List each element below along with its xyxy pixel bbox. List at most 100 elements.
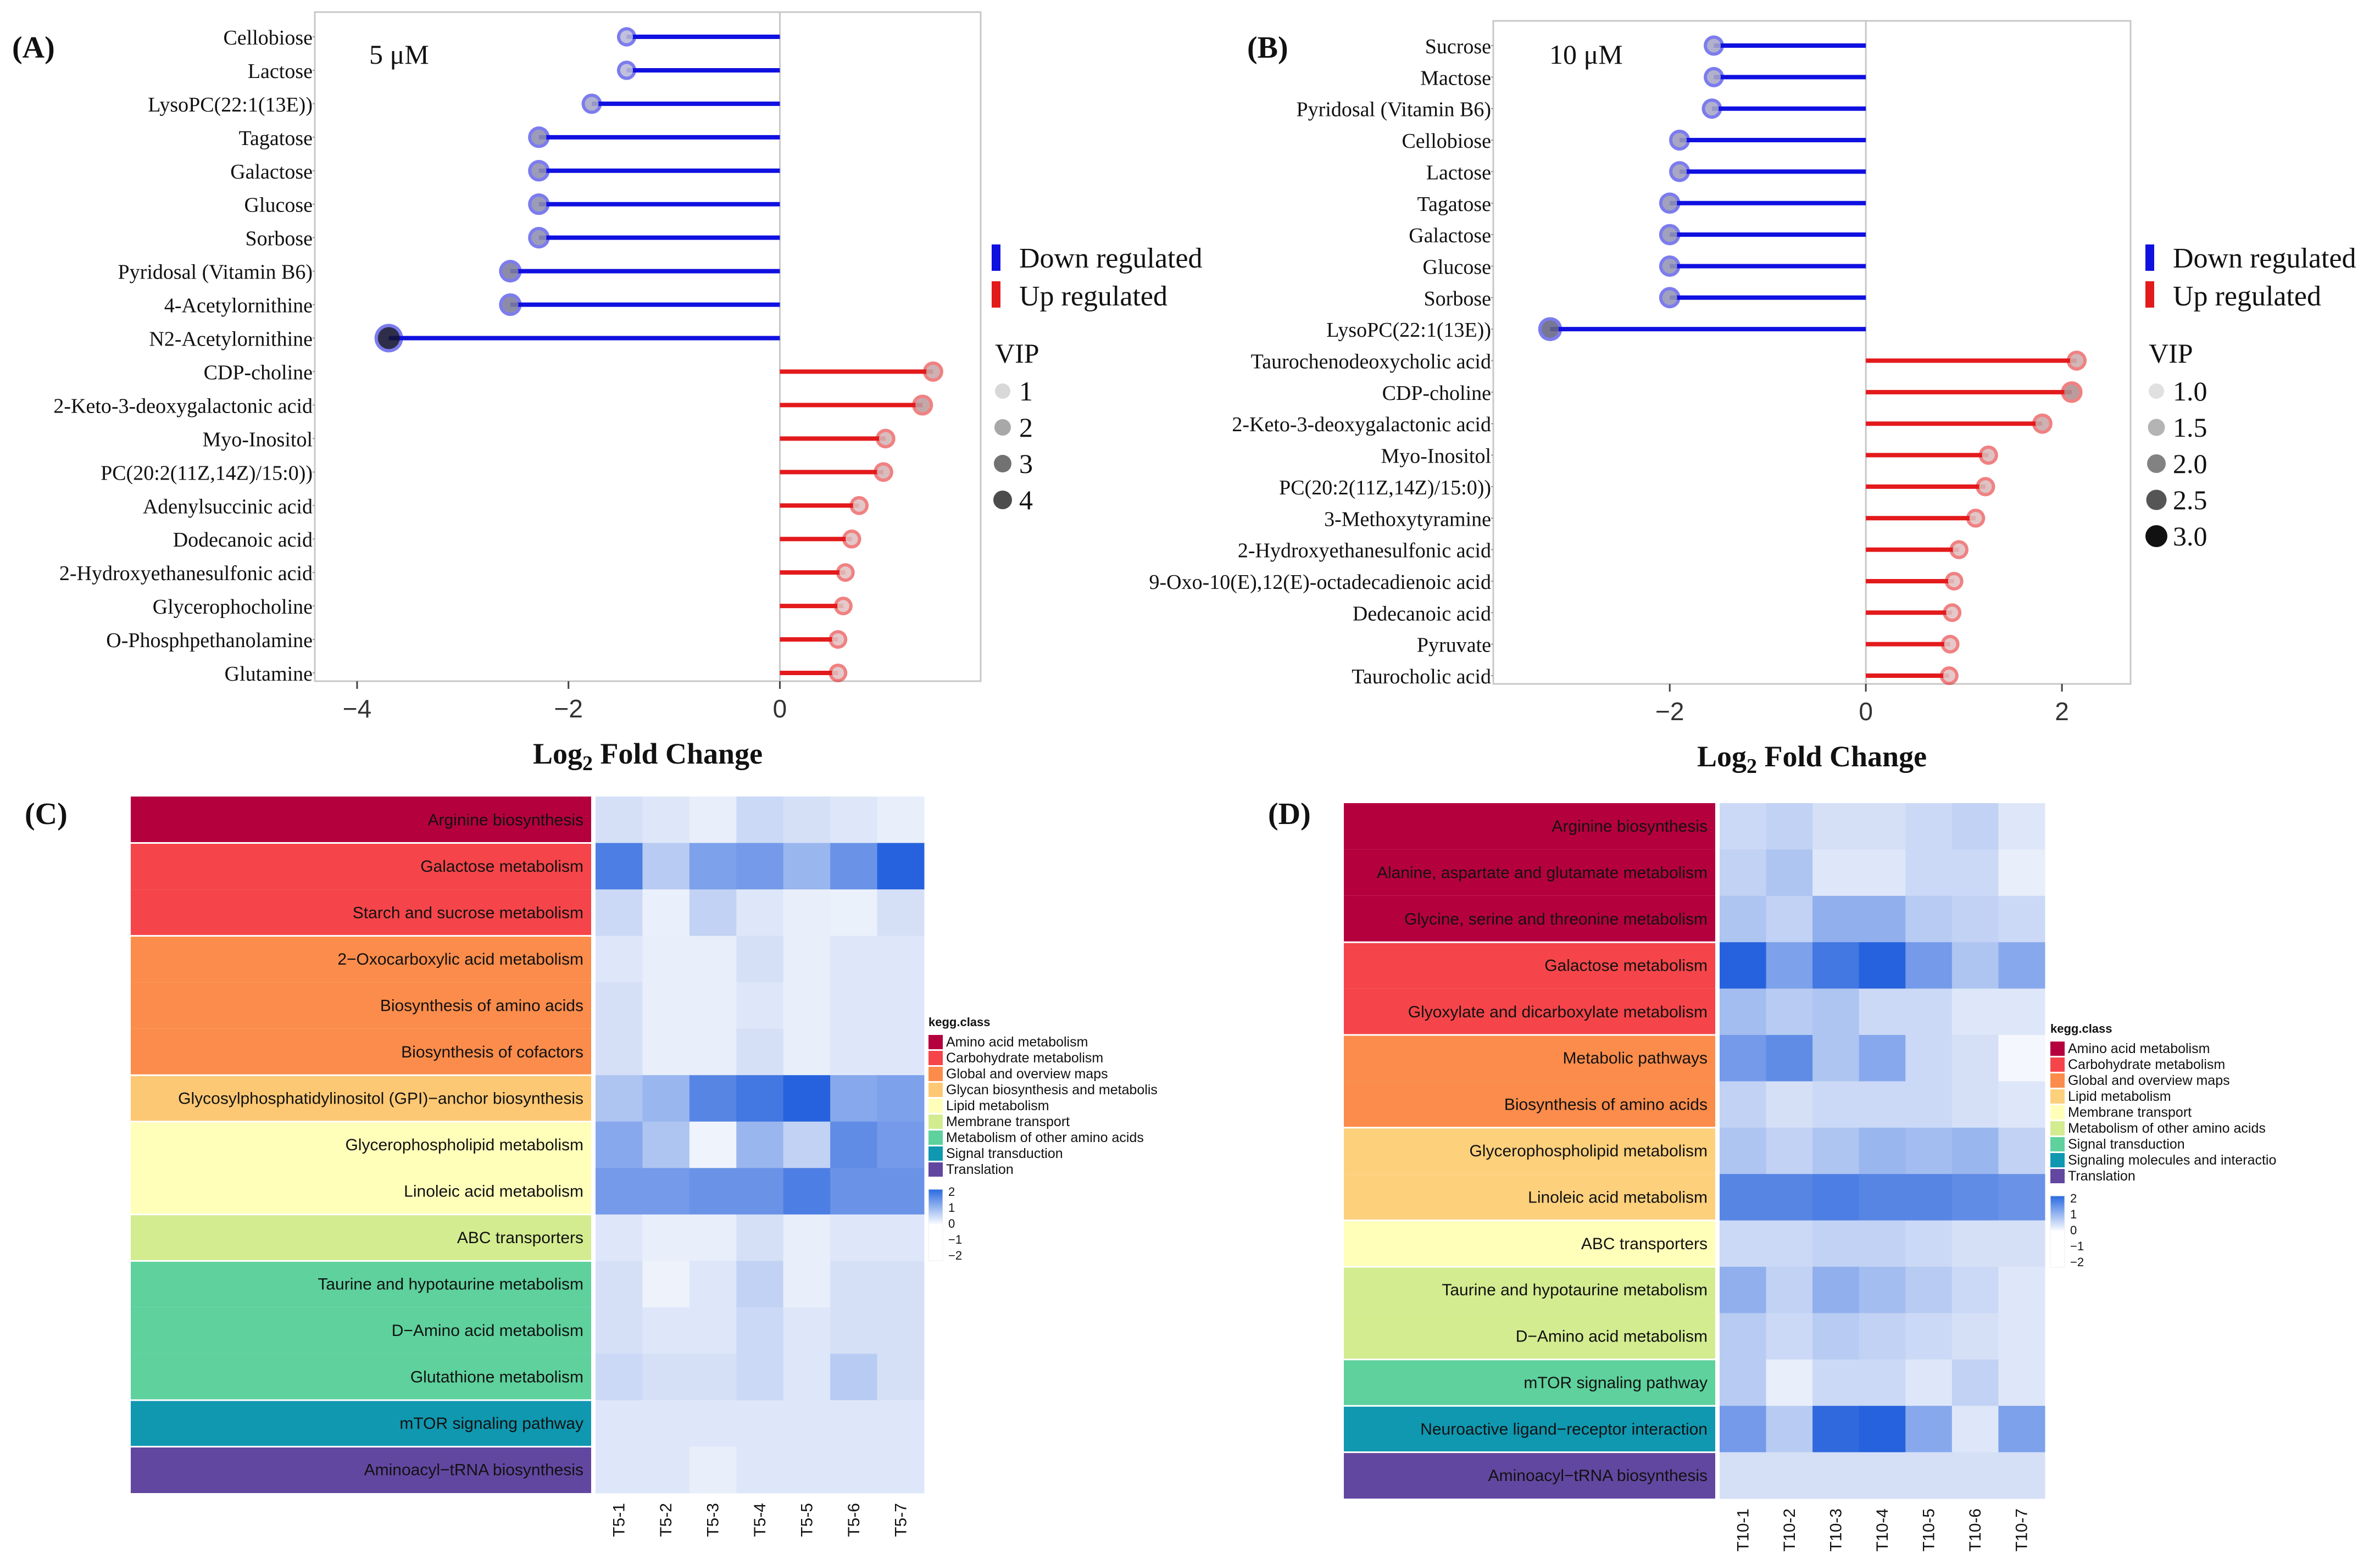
heatmap-cell [1859,1267,1906,1313]
heatmap-cell [830,889,878,937]
heatmap-cell [1766,1452,1813,1499]
heatmap-cell [1998,1220,2045,1267]
heatmap-cell [1720,1220,1767,1267]
lollipop-point [1969,511,1982,525]
metabolite-label: Tagatose [1417,193,1491,216]
heatmap-cell [1812,1035,1860,1082]
class-band [131,1214,591,1261]
heatmap-cell [877,936,925,983]
legend-vip-label: 4 [1019,485,1033,515]
heatmap-cell [1812,1406,1860,1453]
class-legend-swatch [928,1067,943,1081]
heatmap-cell [1766,1267,1813,1313]
legend-vip-dot [2149,383,2164,399]
heatmap-cell [783,982,831,1029]
pathway-label: Glycerophospholipid metabolism [1469,1142,1708,1160]
x-axis-title: Log2 Fold Change [1697,740,1927,778]
heatmap-cell [596,889,643,937]
pathway-label: Linoleic acid metabolism [1528,1188,1708,1206]
heatmap-cell [783,1261,831,1308]
metabolite-label: Cellobiose [1402,130,1491,153]
metabolite-label: Cellobiose [223,26,313,49]
legend-vip-dot [993,491,1012,509]
class-legend-swatch [2050,1089,2065,1104]
heatmap-cell [877,1214,925,1261]
lollipop-point [1672,164,1687,179]
metabolite-label: Glucose [1422,255,1491,279]
lollipop-point [1982,448,1995,462]
color-scale-tick: 2 [2070,1191,2077,1205]
metabolite-label: Taurocholic acid [1352,665,1491,688]
heatmap-cell [736,1121,784,1168]
class-band [1344,1452,1715,1499]
heatmap-cell [1998,1359,2045,1406]
sample-label: T10-7 [2013,1508,2031,1551]
heatmap-cell [1812,1452,1860,1499]
heatmap-cell [1859,1313,1906,1360]
heatmap-cell [877,1075,925,1122]
class-band [1344,1313,1715,1360]
plot-frame [1492,20,2132,685]
class-legend-label: Amino acid metabolism [2068,1041,2210,1056]
heatmap-cell [1720,1313,1767,1360]
panel-label: (A) [12,31,55,65]
lollipop-point [620,30,633,43]
color-scale-tick: 1 [948,1201,955,1215]
lollipop-point [878,432,892,446]
heatmap-cell [1998,1035,2045,1082]
lollipop-point [1707,70,1721,84]
pathway-label: Biosynthesis of cofactors [401,1043,583,1061]
heatmap-cell [1812,942,1860,989]
metabolite-label: Sorbose [246,227,313,250]
lollipop-point [585,97,599,111]
heatmap-cell [642,1075,690,1122]
heatmap-cell [1905,895,1953,943]
heatmap-cell [1905,1359,1953,1406]
heatmap-cell [689,1121,737,1168]
lollipop-point [1944,638,1956,650]
pathway-label: Biosynthesis of amino acids [380,996,583,1015]
heatmap-cell [877,1121,925,1168]
class-legend-swatch [2050,1057,2065,1072]
class-legend-label: Lipid metabolism [2068,1089,2171,1104]
heatmap-cell [596,1307,643,1354]
legend-vip-label: 3 [1019,448,1033,479]
heatmap-cell [1951,803,1999,850]
heatmap-cell [1859,942,1906,989]
heatmap-cell [596,1214,643,1261]
heatmap-cell [1905,1081,1953,1128]
heatmap-cell [1905,1127,1953,1174]
sample-label: T5-5 [798,1503,816,1537]
heatmap-cell [1951,1313,1999,1360]
heatmap-cell [1998,1127,2045,1174]
class-legend-label: Signal transduction [2068,1137,2185,1152]
metabolite-label: Taurochenodeoxycholic acid [1251,350,1491,374]
sample-label: T10-2 [1781,1508,1799,1551]
lollipop-point [1662,259,1677,274]
x-axis-title-part: Log [533,737,582,770]
panel-d: (D) Arginine biosynthesis Alanine, asparta… [1268,797,2276,1551]
metabolite-label: 3-Methoxytyramine [1324,508,1491,531]
pathway-label: Neuroactive ligand−receptor interaction [1420,1420,1708,1438]
legend-up-label: Up regulated [2173,281,2321,312]
class-band [131,1121,591,1168]
heatmap-cell [830,1261,878,1308]
class-band [1344,1359,1715,1406]
class-legend-swatch [2050,1121,2065,1135]
class-legend-swatch [928,1035,943,1049]
class-band [1344,1174,1715,1221]
heatmap-cell [830,1400,878,1447]
heatmap-cell [877,797,925,844]
class-legend-label: Signal transduction [946,1146,1063,1161]
heatmap-cell [1859,849,1906,897]
pathway-label: Alanine, aspartate and glutamate metabol… [1377,864,1708,882]
legend-vip-dot [994,419,1011,436]
heatmap-cell [736,889,784,937]
heatmap-cell [1905,1406,1953,1453]
heatmap-cell [1812,1174,1860,1221]
legend-vip-dot [2146,489,2167,510]
heatmap-cell [1720,1174,1767,1221]
lollipop-point [502,263,519,280]
x-axis-title-part: Log [1697,740,1747,773]
class-legend-label: Carbohydrate metabolism [2068,1057,2225,1072]
